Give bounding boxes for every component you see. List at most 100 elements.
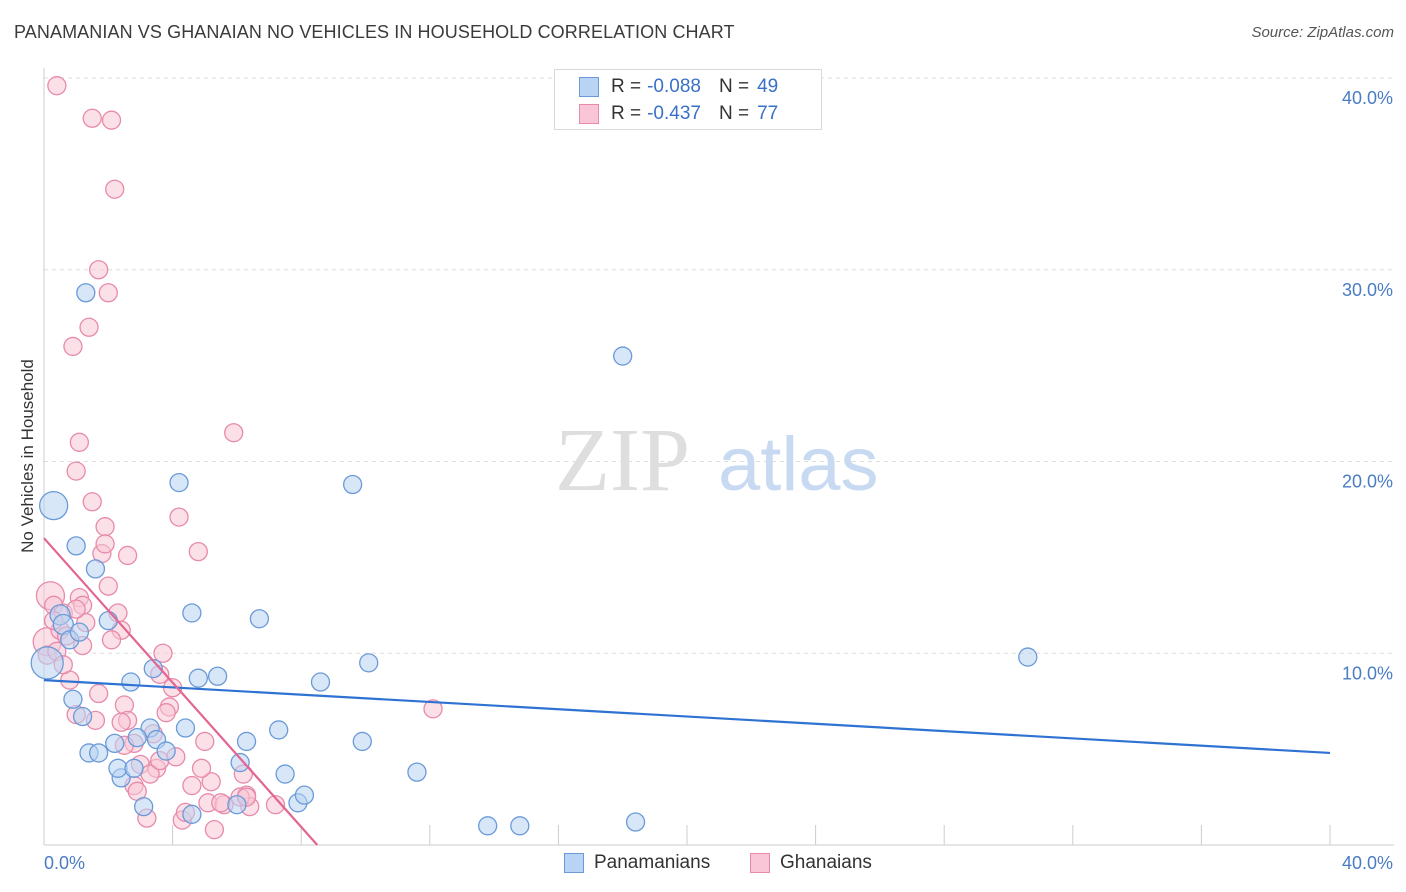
axes — [43, 68, 1394, 846]
point-panamanian — [72, 706, 93, 727]
point-panamanian — [98, 611, 118, 631]
point-ghanaian — [79, 317, 99, 337]
point-ghanaian — [98, 283, 118, 303]
point-panamanian — [294, 785, 315, 805]
point-ghanaian — [169, 507, 189, 527]
point-panamanian — [275, 764, 295, 784]
point-ghanaian — [153, 643, 173, 663]
point-ghanaian — [188, 541, 208, 562]
x-tick-label-max: 40.0% — [1342, 853, 1393, 873]
point-panamanian — [69, 622, 90, 642]
legend-r-value: -0.437 — [647, 103, 701, 124]
legend-n-label: N = — [718, 76, 750, 97]
point-ghanaian — [82, 492, 102, 512]
point-panamanian — [175, 718, 196, 738]
point-panamanian — [108, 758, 128, 778]
point-ghanaian — [195, 731, 215, 752]
point-panamanian — [182, 603, 202, 623]
point-panamanian — [236, 731, 257, 752]
watermark-zip: ZIP — [555, 411, 690, 510]
point-ghanaian — [117, 545, 138, 566]
legend-row-panamanians: R = -0.088 N = 49 — [579, 75, 778, 99]
point-ghanaian — [47, 76, 67, 96]
legend-n-value: 49 — [757, 76, 779, 97]
point-panamanian — [63, 689, 83, 709]
point-ghanaian — [423, 699, 443, 719]
series-legend: Panamanians Ghanaians — [0, 852, 1406, 878]
point-panamanian — [30, 646, 64, 680]
point-panamanian — [625, 812, 646, 832]
point-ghanaian — [265, 795, 286, 815]
point-panamanian — [227, 795, 247, 815]
point-panamanian — [156, 741, 176, 761]
legend-r-value: -0.088 — [647, 76, 701, 97]
point-ghanaian — [95, 534, 115, 554]
point-ghanaian — [211, 793, 231, 813]
point-ghanaian — [98, 576, 118, 596]
legend-r-label: R = — [611, 76, 642, 97]
point-panamanian — [310, 672, 331, 692]
gridlines — [44, 77, 1394, 654]
point-ghanaian — [89, 260, 109, 280]
y-tick-label-20: 20.0% — [1342, 472, 1393, 492]
point-panamanian — [249, 609, 270, 629]
point-panamanian — [121, 672, 141, 692]
watermark-atlas: atlas — [718, 422, 879, 507]
point-ghanaian — [69, 432, 90, 452]
point-ghanaian — [156, 703, 176, 723]
point-ghanaian — [89, 683, 109, 704]
point-ghanaian — [101, 630, 122, 650]
x-tick-label-min: 0.0% — [44, 853, 85, 873]
point-panamanian — [76, 283, 96, 303]
point-panamanian — [342, 474, 363, 495]
trend-line-panamanians — [43, 678, 1331, 755]
point-panamanian — [105, 733, 125, 754]
point-ghanaian — [82, 108, 102, 128]
point-panamanian — [407, 762, 427, 782]
legend-swatch-pink — [750, 853, 770, 873]
legend-label-ghanaians: Ghanaians — [780, 852, 872, 873]
point-ghanaian — [95, 517, 115, 537]
point-panamanian — [124, 758, 144, 778]
point-panamanian — [85, 559, 106, 579]
point-ghanaian — [66, 461, 86, 481]
watermark: ZIP atlas — [555, 411, 879, 510]
y-tick-label-10: 10.0% — [1342, 663, 1393, 683]
point-panamanian — [478, 816, 498, 836]
legend-item-panamanians[interactable]: Panamanians — [564, 852, 710, 874]
correlation-legend: R = -0.088 N = 49 R = -0.437 N = 77 — [554, 69, 822, 130]
legend-item-ghanaians[interactable]: Ghanaians — [750, 852, 872, 874]
point-panamanian — [38, 490, 69, 521]
source-credit: Source: ZipAtlas.com — [1251, 24, 1394, 41]
point-ghanaian — [191, 758, 212, 778]
legend-n-label: N = — [718, 103, 750, 124]
chart-title: PANAMANIAN VS GHANAIAN NO VEHICLES IN HO… — [14, 22, 735, 42]
legend-label-panamanians: Panamanians — [594, 852, 711, 873]
point-panamanian — [66, 536, 86, 556]
point-panamanian — [89, 743, 109, 763]
point-panamanian — [207, 666, 228, 686]
legend-r-label: R = — [611, 103, 642, 124]
point-ghanaian — [224, 423, 244, 443]
legend-n-value: 77 — [757, 103, 779, 124]
trend-lines — [43, 537, 1331, 846]
legend-row-ghanaians: R = -0.437 N = 77 — [579, 102, 778, 126]
point-panamanian — [359, 653, 379, 673]
tick-labels: 0.0% 40.0% 10.0% 20.0% 30.0% 40.0% — [44, 88, 1393, 873]
point-ghanaian — [101, 110, 122, 130]
point-ghanaian — [204, 820, 225, 840]
point-ghanaian — [201, 772, 221, 792]
point-ghanaian — [182, 775, 202, 796]
legend-swatch-pink — [579, 104, 599, 124]
point-panamanian — [269, 720, 289, 740]
legend-swatch-blue — [579, 77, 599, 97]
data-points — [30, 76, 1038, 840]
point-ghanaian — [111, 712, 131, 732]
point-panamanian — [510, 816, 530, 836]
point-panamanian — [127, 727, 147, 748]
point-panamanian — [134, 797, 154, 817]
legend-swatch-blue — [564, 853, 584, 873]
point-panamanian — [352, 731, 372, 752]
point-panamanian — [613, 346, 633, 366]
